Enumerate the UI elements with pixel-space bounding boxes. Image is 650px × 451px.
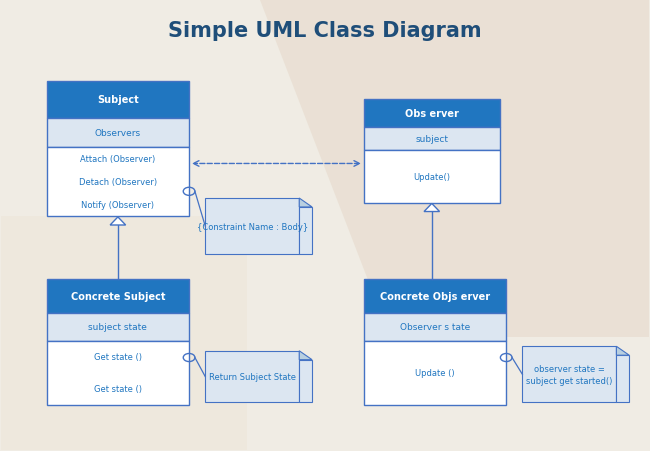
FancyBboxPatch shape bbox=[47, 148, 189, 216]
Polygon shape bbox=[299, 360, 312, 403]
Text: Detach (Observer): Detach (Observer) bbox=[79, 178, 157, 187]
Polygon shape bbox=[205, 198, 299, 255]
FancyBboxPatch shape bbox=[364, 151, 500, 203]
Text: Update (): Update () bbox=[415, 368, 455, 377]
FancyBboxPatch shape bbox=[47, 82, 189, 118]
Text: Obs erver: Obs erver bbox=[405, 109, 459, 119]
FancyBboxPatch shape bbox=[47, 279, 189, 313]
Text: Attach (Observer): Attach (Observer) bbox=[80, 155, 155, 164]
Text: Observer s tate: Observer s tate bbox=[400, 322, 470, 331]
Text: Concrete Objs erver: Concrete Objs erver bbox=[380, 291, 490, 301]
Text: Concrete Subject: Concrete Subject bbox=[71, 291, 165, 301]
Polygon shape bbox=[205, 351, 299, 403]
Text: Get state (): Get state () bbox=[94, 352, 142, 361]
Polygon shape bbox=[299, 198, 312, 207]
Text: Update(): Update() bbox=[413, 172, 450, 181]
Text: Simple UML Class Diagram: Simple UML Class Diagram bbox=[168, 21, 482, 41]
Polygon shape bbox=[299, 207, 312, 255]
Polygon shape bbox=[616, 355, 629, 403]
Text: subject state: subject state bbox=[88, 322, 148, 331]
Text: subject: subject bbox=[415, 135, 448, 144]
FancyBboxPatch shape bbox=[47, 118, 189, 148]
Text: Subject: Subject bbox=[97, 95, 138, 105]
Polygon shape bbox=[260, 1, 649, 337]
Text: Observers: Observers bbox=[95, 129, 141, 138]
Polygon shape bbox=[523, 346, 616, 403]
Polygon shape bbox=[424, 204, 439, 212]
Polygon shape bbox=[616, 346, 629, 355]
Polygon shape bbox=[1, 216, 248, 450]
FancyBboxPatch shape bbox=[364, 341, 506, 405]
FancyBboxPatch shape bbox=[364, 128, 500, 151]
FancyBboxPatch shape bbox=[47, 341, 189, 405]
Text: Return Subject State: Return Subject State bbox=[209, 372, 296, 381]
FancyBboxPatch shape bbox=[47, 313, 189, 341]
Text: Get state (): Get state () bbox=[94, 384, 142, 393]
Text: observer state =
subject get started(): observer state = subject get started() bbox=[526, 364, 612, 385]
Polygon shape bbox=[110, 217, 125, 226]
Text: {Constraint Name : Body}: {Constraint Name : Body} bbox=[197, 222, 308, 231]
FancyBboxPatch shape bbox=[364, 279, 506, 313]
FancyBboxPatch shape bbox=[364, 100, 500, 128]
FancyBboxPatch shape bbox=[364, 313, 506, 341]
Text: Notify (Observer): Notify (Observer) bbox=[81, 201, 155, 210]
Polygon shape bbox=[299, 351, 312, 360]
